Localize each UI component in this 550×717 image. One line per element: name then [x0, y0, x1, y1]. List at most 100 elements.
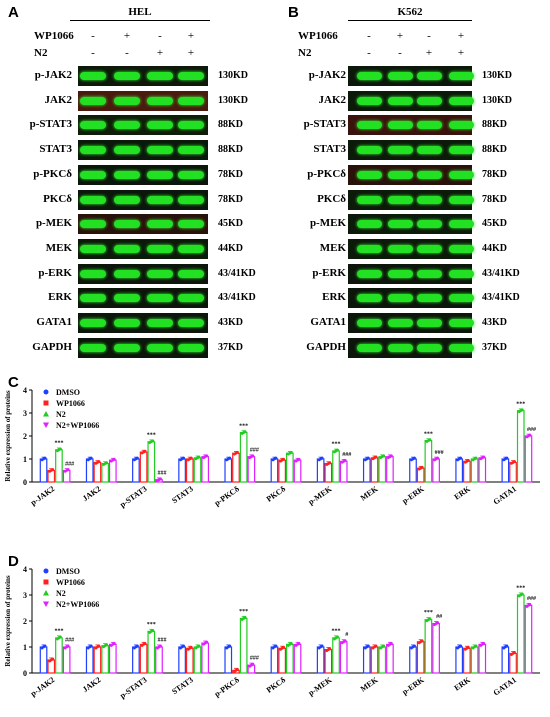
bar [509, 652, 517, 674]
data-point [382, 644, 386, 648]
legend-marker [43, 601, 49, 607]
bar [339, 641, 348, 674]
bar [93, 461, 102, 483]
significance-annotation: *** [54, 628, 63, 634]
significance-annotation: ### [65, 637, 74, 643]
cell-line-title: HEL [128, 6, 152, 18]
blot-band [416, 220, 442, 229]
protein-label: p-STAT3 [303, 118, 346, 131]
bar-chart-hel: Relative expression of proteins 0 1 2 3 4 p-JA… [4, 386, 540, 509]
blot-strip [78, 263, 208, 284]
data-point [197, 455, 201, 459]
data-point [513, 651, 516, 654]
data-point [159, 477, 162, 481]
blot-band [416, 343, 442, 352]
data-point [513, 460, 516, 463]
blot-band [448, 195, 474, 204]
bar [132, 458, 140, 483]
data-point [205, 454, 209, 458]
molecular-weight-label: 88KD [482, 144, 507, 156]
blot-band [387, 343, 413, 352]
protein-label: p-JAK2 [308, 69, 346, 81]
bar [324, 648, 333, 674]
blot-band [387, 319, 413, 327]
treatment-sign: + [425, 47, 433, 59]
blot-band [356, 72, 382, 80]
data-point [282, 645, 286, 649]
bar [370, 646, 379, 674]
blot-band [147, 170, 173, 179]
molecular-weight-label: 37KD [218, 341, 243, 353]
data-point [243, 430, 247, 434]
bar [139, 643, 148, 674]
data-point [143, 641, 147, 645]
category-label: ERK [453, 675, 473, 693]
data-point [228, 644, 232, 648]
data-point [320, 456, 324, 460]
blot-band [387, 96, 413, 105]
significance-annotation: ### [158, 470, 167, 476]
protein-label: JAK2 [44, 93, 73, 106]
protein-label: GATA1 [310, 316, 346, 328]
bar [378, 456, 387, 483]
category-label: p-PKCδ [213, 484, 241, 508]
molecular-weight-label: 88KD [218, 119, 243, 131]
protein-label: p-ERK [312, 266, 346, 279]
treatment-sign: - [398, 47, 402, 59]
blot-band [147, 244, 173, 253]
y-tick-label: 3 [23, 409, 27, 418]
bar [239, 431, 248, 483]
treatment-sign: - [367, 47, 371, 59]
significance-annotation: *** [332, 442, 341, 448]
data-point [436, 621, 439, 624]
molecular-weight-label: 43KD [218, 317, 243, 328]
bar [516, 410, 525, 483]
data-point [228, 456, 232, 460]
blot-band [416, 121, 442, 130]
molecular-weight-label: 44KD [218, 242, 243, 254]
bar [85, 646, 94, 674]
molecular-weight-label: 37KD [482, 341, 507, 353]
bar [39, 646, 48, 674]
title-underline [348, 20, 472, 21]
data-point [251, 454, 255, 458]
data-point [413, 644, 416, 648]
bar [178, 458, 186, 483]
blot-band [114, 294, 140, 303]
treatment-sign: + [187, 30, 195, 42]
data-point [428, 617, 432, 621]
data-point [143, 449, 147, 453]
blot-band [147, 343, 173, 352]
blot-band [448, 244, 474, 253]
data-point [297, 457, 301, 461]
protein-label: p-MEK [35, 217, 72, 230]
blot-strip [78, 164, 208, 185]
legend-label: N2 [56, 589, 66, 598]
blot-strip [348, 189, 474, 210]
treatment-sign: - [367, 30, 371, 42]
significance-annotation: ### [435, 450, 444, 456]
bar [85, 458, 94, 483]
panel-label-c: C [8, 374, 19, 391]
data-point [366, 456, 370, 460]
bar [370, 457, 379, 483]
category-label: p-JAK2 [29, 484, 56, 507]
blot-band [178, 343, 204, 352]
bar [501, 646, 510, 674]
blot-band [178, 146, 204, 155]
bar [132, 646, 140, 674]
blot-band [147, 319, 173, 327]
protein-label: p-STAT3 [29, 118, 72, 131]
molecular-weight-label: 130KD [482, 70, 512, 81]
bar [232, 452, 240, 483]
data-point [51, 468, 55, 471]
legend-marker [43, 400, 49, 406]
y-tick-label: 4 [23, 386, 27, 395]
bar [286, 643, 294, 674]
legend-marker [43, 389, 49, 395]
y-tick-label: 3 [23, 591, 27, 600]
protein-label: p-JAK2 [34, 69, 72, 81]
blot-strip [348, 164, 474, 185]
blot-strip [78, 90, 208, 111]
significance-annotation: # [345, 632, 348, 638]
